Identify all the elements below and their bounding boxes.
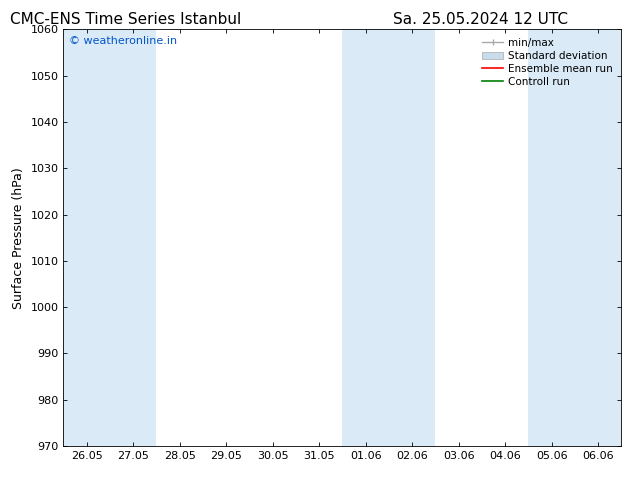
Legend: min/max, Standard deviation, Ensemble mean run, Controll run: min/max, Standard deviation, Ensemble me… [479, 35, 616, 90]
Bar [110, 29, 157, 446]
Bar [63, 29, 110, 446]
Text: CMC-ENS Time Series Istanbul: CMC-ENS Time Series Istanbul [10, 12, 241, 27]
Bar [342, 29, 389, 446]
Bar [389, 29, 436, 446]
Text: Sa. 25.05.2024 12 UTC: Sa. 25.05.2024 12 UTC [393, 12, 568, 27]
Y-axis label: Surface Pressure (hPa): Surface Pressure (hPa) [12, 167, 25, 309]
Bar [528, 29, 575, 446]
Text: © weatheronline.in: © weatheronline.in [69, 36, 177, 46]
Bar [575, 29, 621, 446]
